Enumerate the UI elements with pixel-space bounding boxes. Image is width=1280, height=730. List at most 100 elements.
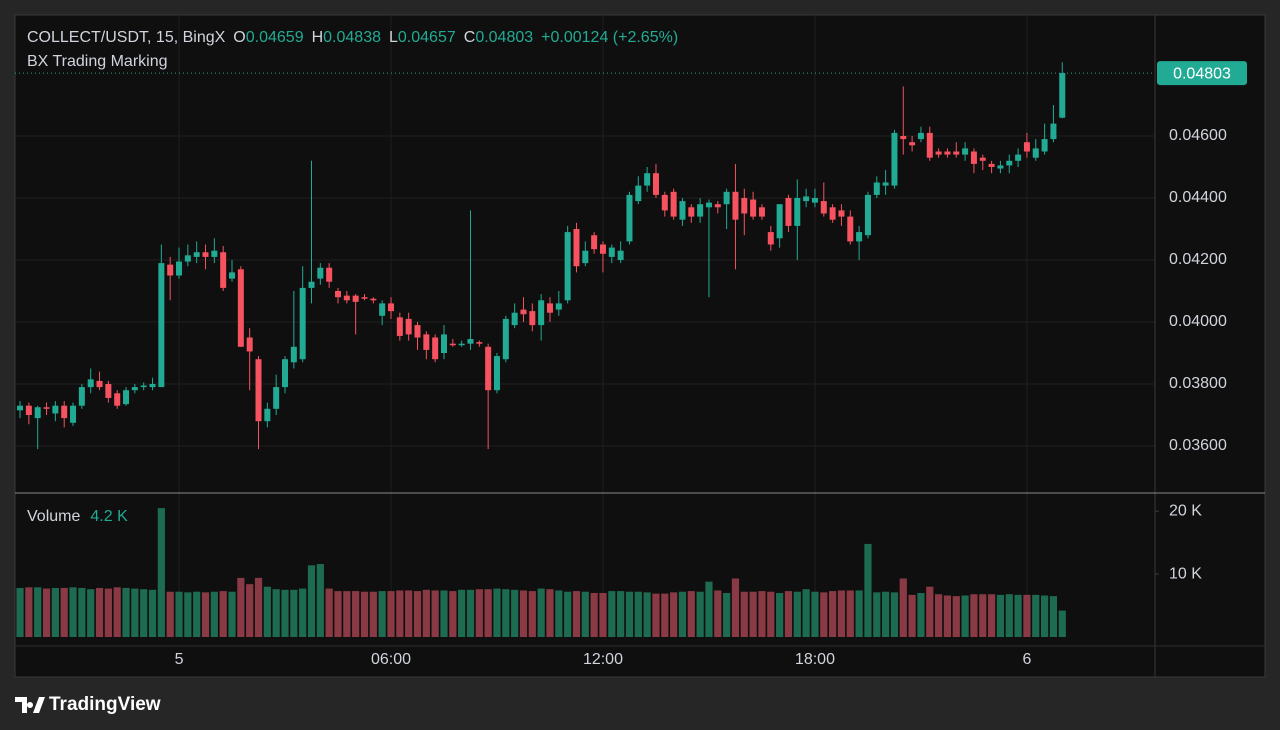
candle-body: [220, 252, 227, 288]
candle-body: [661, 194, 668, 211]
candle-body: [705, 202, 712, 208]
candle-body: [944, 151, 951, 155]
candle-body: [414, 325, 421, 338]
candle-body: [538, 300, 545, 326]
volume-bar: [1040, 595, 1049, 637]
volume-bar: [970, 594, 978, 637]
candle-body: [131, 387, 138, 391]
volume-bar: [687, 591, 695, 637]
volume-bar: [193, 591, 201, 637]
volume-bar: [555, 590, 563, 637]
grid: [15, 15, 1159, 637]
volume-bar: [899, 578, 907, 637]
candle-body: [564, 232, 571, 301]
candle-body: [1023, 142, 1030, 152]
volume-bar: [882, 591, 890, 637]
candle-body: [873, 182, 880, 195]
y-tick-label: 0.04400: [1169, 189, 1227, 206]
volume-bar: [599, 592, 607, 637]
candle-body: [17, 405, 24, 411]
candle-body: [811, 197, 818, 203]
volume-bar: [979, 594, 987, 637]
candle-body: [449, 343, 456, 346]
volume-bar: [502, 589, 510, 637]
candle-body: [1059, 73, 1066, 118]
volume-bar: [634, 591, 642, 637]
volume-bar: [572, 591, 581, 637]
candle-body: [43, 407, 50, 409]
marks: [15, 62, 1155, 637]
volume-bar: [546, 589, 554, 637]
chart-subtitle: BX Trading Marking: [27, 53, 168, 70]
ohlc-letter: O: [233, 29, 245, 46]
volume-bar: [184, 592, 192, 637]
ohlc-letter: H: [312, 29, 324, 46]
volume-bar: [864, 543, 872, 637]
candle-body: [255, 359, 262, 422]
candle-body: [679, 201, 686, 220]
candle-body: [555, 303, 562, 310]
volume-bar: [670, 592, 678, 637]
candle-body: [193, 252, 200, 257]
candle-body: [282, 359, 289, 388]
volume-bar: [537, 588, 545, 637]
volume-bar: [617, 591, 625, 637]
volume-bar: [564, 591, 572, 637]
candle-body: [202, 252, 209, 257]
candle-body: [652, 173, 659, 195]
volume-bar: [731, 578, 740, 637]
candle-body: [820, 201, 827, 214]
candle-body: [635, 185, 642, 202]
volume-bar: [201, 592, 210, 637]
candle-body: [1015, 154, 1022, 161]
candle-body: [582, 250, 589, 264]
volume-bar: [237, 577, 245, 637]
x-tick-label: 18:00: [795, 651, 835, 668]
volume-bar: [25, 587, 33, 637]
ohlc-letter: L: [389, 29, 398, 46]
volume-bar: [837, 590, 846, 637]
volume-bar: [458, 589, 466, 637]
volume-bar: [34, 587, 42, 637]
candle-body: [767, 232, 774, 245]
volume-bar: [334, 591, 342, 637]
candle-body: [379, 303, 386, 316]
volume-bar: [917, 592, 925, 637]
candle-body: [423, 334, 430, 350]
candle-body: [308, 281, 315, 288]
candle-body: [158, 263, 165, 388]
candle-body: [317, 267, 324, 279]
volume-bar: [1049, 596, 1058, 637]
candle-body: [290, 346, 297, 363]
y2-tick-label: 20 K: [1169, 502, 1202, 519]
y-tick-label: 0.03600: [1169, 437, 1227, 454]
candle-body: [273, 387, 280, 409]
ohlc-value: 0.04659: [246, 29, 304, 46]
volume-bar: [952, 596, 960, 637]
candle-body: [732, 191, 739, 220]
volume-bar: [378, 591, 386, 637]
y-tick-label: 0.04600: [1169, 127, 1227, 144]
volume-bar: [87, 589, 95, 637]
volume-bar: [581, 591, 589, 637]
volume-bar: [511, 589, 519, 637]
candle-body: [114, 393, 121, 406]
volume-bar: [325, 588, 333, 637]
candle-body: [1032, 148, 1039, 158]
candle-body: [246, 337, 253, 352]
volume-label: Volume: [27, 508, 80, 525]
volume-bar: [263, 586, 271, 637]
candle-body: [87, 379, 94, 388]
x-tick-label: 6: [1022, 651, 1031, 668]
logo-icon: [15, 697, 45, 713]
candle-body: [882, 182, 889, 186]
volume-bar: [961, 595, 969, 637]
volume-bar: [299, 588, 307, 637]
candle-body: [714, 204, 721, 208]
candle-body: [343, 295, 350, 301]
volume-bar: [829, 591, 837, 637]
volume-bar: [784, 591, 793, 637]
candle-body: [785, 197, 792, 226]
